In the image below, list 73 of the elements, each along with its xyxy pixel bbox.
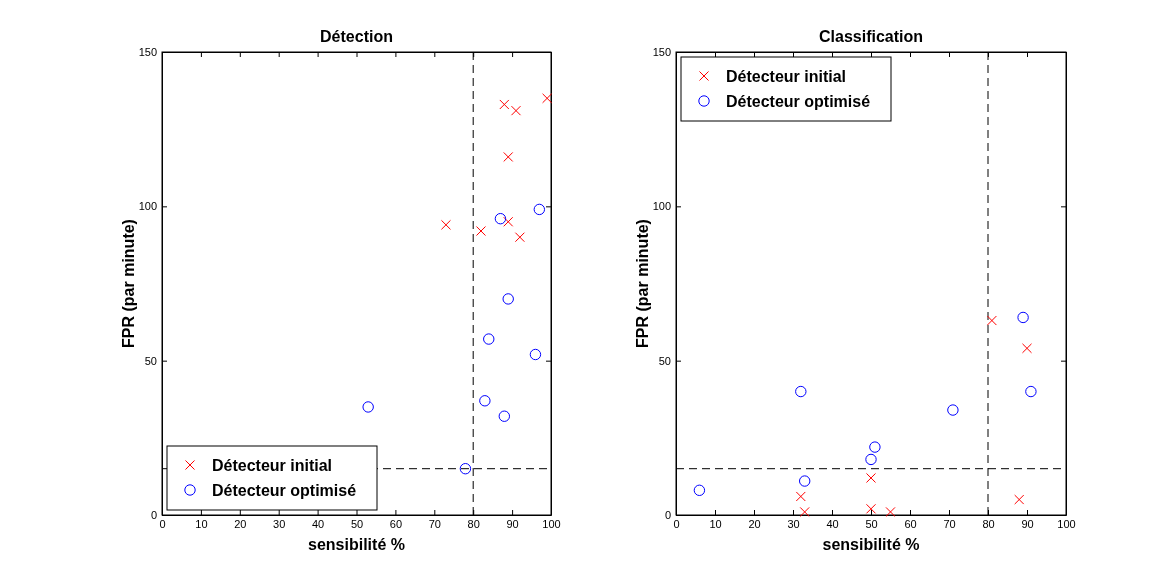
point [514,232,525,243]
legend-label: Détecteur initial [726,68,847,85]
point [1021,343,1033,354]
point [865,472,877,483]
x-tick-label: 60 [389,517,403,530]
x-tick-label: 80 [467,517,480,530]
x-tick-label: 40 [826,517,839,530]
point [865,503,877,514]
point [362,401,374,413]
point [1017,311,1029,324]
x-tick-label: 0 [673,517,680,530]
x-tick-label: 80 [982,517,995,530]
x-tick-label: 90 [506,517,519,530]
x-tick-label: 20 [234,517,247,530]
legend-label: Détecteur optimisé [726,93,871,110]
point [479,395,491,407]
y-tick-label: 50 [658,354,671,367]
legend-label: Détecteur initial [212,457,333,474]
point [498,410,511,422]
point [1025,385,1037,398]
x-tick-label: 30 [273,517,286,530]
point [483,333,495,345]
x-tick-label: 10 [709,517,722,530]
point [542,93,553,104]
chart-title: Classification [818,28,924,45]
point [865,453,877,466]
point [947,404,959,416]
y-tick-label: 150 [138,46,157,59]
point [499,99,510,110]
x-tick-label: 90 [1021,517,1034,530]
x-tick-label: 70 [943,517,956,530]
point [986,315,997,326]
point [529,348,542,361]
x-tick-label: 100 [1057,517,1076,530]
x-tick-label: 50 [350,517,364,530]
y-tick-label: 0 [664,509,671,522]
y-tick-label: 100 [652,200,671,213]
y-tick-label: 0 [150,509,157,522]
point [502,293,514,305]
point [795,491,806,502]
point [799,475,811,487]
x-tick-label: 70 [428,517,441,530]
x-tick-label: 30 [787,517,800,530]
point [885,506,896,517]
chart-title: Détection [320,28,393,45]
x-tick-label: 50 [865,517,878,530]
x-tick-label: 0 [159,517,166,530]
x-tick-label: 10 [195,517,208,530]
point [440,219,451,230]
point [510,105,522,116]
point [795,385,807,398]
point [869,441,881,453]
point [459,463,472,475]
point [475,226,486,237]
y-tick-label: 50 [144,354,157,367]
point [799,506,810,517]
x-tick-label: 40 [311,517,325,530]
x-tick-label: 60 [904,517,917,530]
x-axis-title: sensibilité % [308,536,405,553]
point [693,484,706,496]
x-tick-label: 100 [542,517,561,530]
y-axis-title: FPR (par minute) [634,219,651,348]
point [494,212,507,225]
x-tick-label: 20 [748,517,761,530]
point [1014,494,1025,505]
x-axis-title: sensibilité % [822,536,920,553]
legend-label: Détecteur optimisé [212,482,357,499]
y-tick-label: 150 [652,46,671,59]
point [503,151,514,162]
y-axis-title: FPR (par minute) [120,219,137,348]
y-tick-label: 100 [138,200,157,213]
point [533,203,546,216]
point [503,216,514,227]
